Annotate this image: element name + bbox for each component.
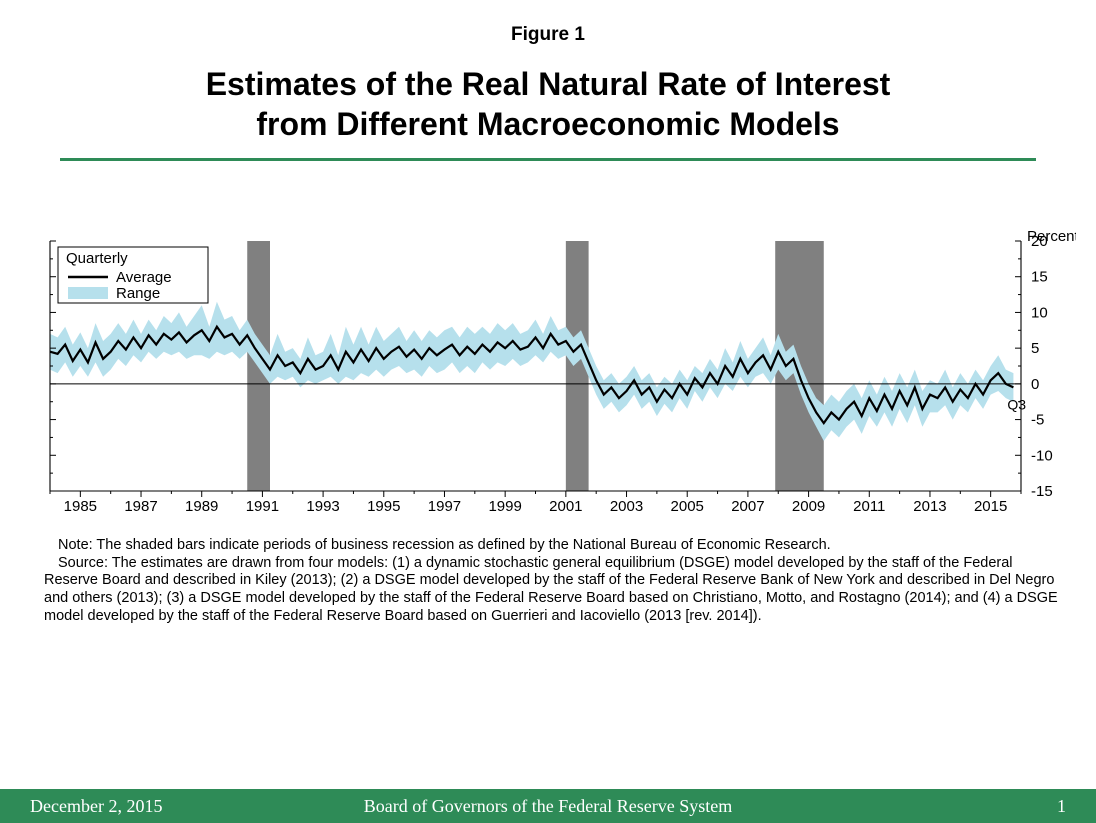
legend-frequency: Quarterly <box>66 250 128 267</box>
xtick-label: 1989 <box>185 498 218 515</box>
y-axis-label: Percent <box>1027 231 1076 245</box>
footer-date: December 2, 2015 <box>30 796 162 817</box>
xtick-label: 2001 <box>549 498 582 515</box>
figure-label: Figure 1 <box>0 0 1096 46</box>
legend-label: Average <box>116 269 172 286</box>
xtick-label: 2005 <box>671 498 704 515</box>
ytick-label: -10 <box>1031 447 1053 464</box>
ytick-label: -5 <box>1031 412 1044 429</box>
legend-swatch-fill <box>68 287 108 299</box>
xtick-label: 2009 <box>792 498 825 515</box>
xtick-label: 2015 <box>974 498 1007 515</box>
xtick-label: 2011 <box>853 498 885 515</box>
title-line-2: from Different Macroeconomic Models <box>256 106 839 142</box>
ytick-label: -15 <box>1031 483 1053 500</box>
xtick-label: 2013 <box>913 498 946 515</box>
note-paragraph: Source: The estimates are drawn from fou… <box>44 555 1060 626</box>
ytick-label: 0 <box>1031 376 1039 393</box>
ytick-label: 15 <box>1031 269 1048 286</box>
last-point-label: Q3 <box>1007 396 1026 412</box>
range-band <box>50 302 1013 441</box>
page-footer: December 2, 2015 Board of Governors of t… <box>0 789 1096 823</box>
ytick-label: 5 <box>1031 340 1039 357</box>
title-line-1: Estimates of the Real Natural Rate of In… <box>206 66 891 102</box>
chart-notes: Note: The shaded bars indicate periods o… <box>44 537 1060 625</box>
xtick-label: 1999 <box>488 498 521 515</box>
xtick-label: 1995 <box>367 498 400 515</box>
xtick-label: 1985 <box>64 498 97 515</box>
line-band-chart: -15-10-505101520198519871989199119931995… <box>20 231 1076 531</box>
xtick-label: 1993 <box>306 498 339 515</box>
xtick-label: 2003 <box>610 498 643 515</box>
xtick-label: 1997 <box>428 498 461 515</box>
xtick-label: 1991 <box>246 498 279 515</box>
chart-title: Estimates of the Real Natural Rate of In… <box>0 46 1096 144</box>
chart-container: -15-10-505101520198519871989199119931995… <box>20 231 1076 531</box>
ytick-label: 10 <box>1031 304 1048 321</box>
title-rule <box>60 158 1036 161</box>
legend-label: Range <box>116 285 160 302</box>
note-paragraph: Note: The shaded bars indicate periods o… <box>44 537 1060 555</box>
xtick-label: 1987 <box>124 498 157 515</box>
footer-org: Board of Governors of the Federal Reserv… <box>0 796 1096 817</box>
footer-page-number: 1 <box>1057 796 1066 817</box>
xtick-label: 2007 <box>731 498 764 515</box>
